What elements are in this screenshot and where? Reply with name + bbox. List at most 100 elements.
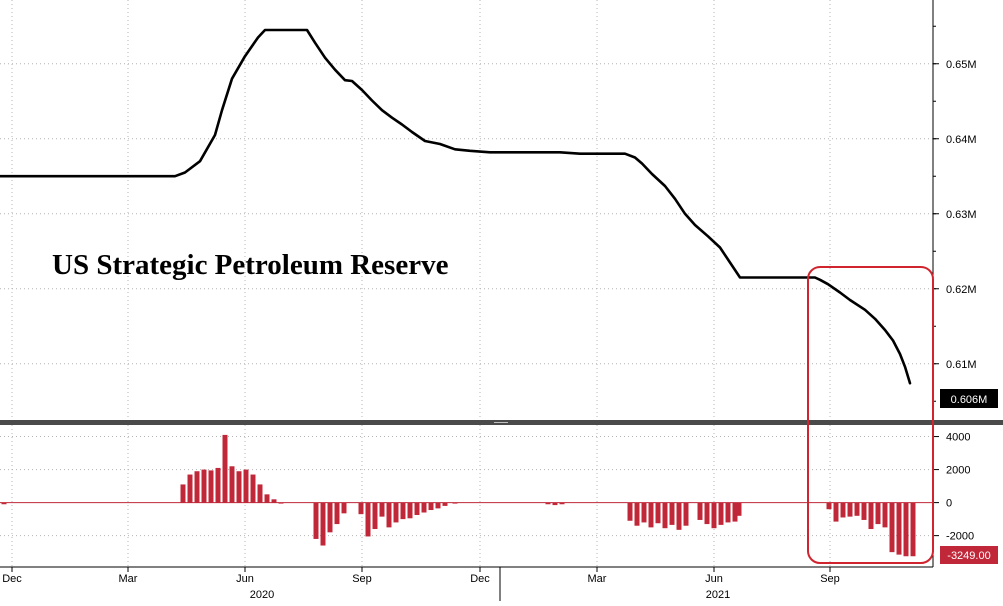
bar: [320, 502, 326, 546]
top-y-axis: 0.61M 0.62M 0.63M 0.64M 0.65M: [933, 25, 977, 402]
bar: [861, 502, 867, 520]
chart-title: US Strategic Petroleum Reserve: [52, 249, 449, 281]
bar: [236, 471, 242, 503]
bar: [278, 502, 284, 504]
bar: [365, 502, 371, 537]
bar: [662, 502, 668, 529]
bar: [187, 474, 193, 503]
bar: [250, 474, 256, 503]
bottom-last-value-label: -3249.00: [947, 550, 990, 562]
bar: [552, 502, 558, 506]
bar: [414, 502, 420, 515]
bar: [826, 502, 832, 510]
top-y-tick-label: 0.64M: [946, 134, 977, 146]
bar: [386, 502, 392, 528]
bottom-y-tick-label: 0: [946, 498, 952, 510]
bar: [725, 502, 731, 523]
bar: [379, 502, 385, 517]
spr-level-line: [0, 28, 912, 385]
bar: [655, 502, 661, 524]
x-tick-label: Sep: [820, 573, 840, 585]
bar: [400, 502, 406, 520]
bar: [421, 502, 427, 513]
bar: [442, 502, 448, 506]
bar: [648, 502, 654, 528]
bar: [341, 502, 347, 514]
bar: [627, 502, 633, 521]
top-last-value-tag: 0.606M: [940, 389, 998, 408]
bar: [711, 502, 717, 529]
bar: [393, 502, 399, 523]
bar: [229, 466, 235, 503]
bar: [257, 484, 263, 503]
bar: [215, 467, 221, 503]
bar: [903, 502, 909, 557]
bar: [372, 502, 378, 530]
bar: [208, 470, 214, 503]
bar: [435, 502, 441, 509]
x-tick-label: Dec: [2, 573, 22, 585]
x-tick-label: Dec: [470, 573, 490, 585]
bar: [910, 502, 916, 557]
bar: [545, 502, 551, 505]
bar: [882, 502, 888, 528]
bar: [264, 494, 270, 503]
highlight-box: [807, 266, 934, 564]
bar: [327, 502, 333, 533]
bottom-y-tick-label: 4000: [946, 432, 970, 444]
bar: [641, 502, 647, 523]
bar: [736, 502, 742, 516]
bar: [334, 502, 340, 525]
bar: [243, 469, 249, 503]
bottom-y-tick-label: -2000: [946, 531, 974, 543]
x-tick-label: Jun: [236, 573, 254, 585]
bar: [896, 502, 902, 555]
bar: [634, 502, 640, 526]
top-y-tick-label: 0.63M: [946, 209, 977, 221]
bar: [683, 502, 689, 526]
bar: [676, 502, 682, 530]
bar: [704, 502, 710, 525]
x-year-label: 2020: [250, 589, 274, 601]
bar: [1, 502, 7, 505]
bar: [669, 502, 675, 525]
bottom-last-value-tag-bg: [940, 546, 998, 564]
bottom-y-axis: -2000 0 2000 4000: [933, 432, 974, 543]
x-tick-label: Mar: [588, 573, 607, 585]
bar: [271, 499, 277, 503]
bar: [194, 471, 200, 503]
bar: [868, 502, 874, 530]
bar: [559, 502, 565, 505]
x-year-label: 2021: [706, 589, 730, 601]
top-last-value-label: 0.606M: [951, 394, 988, 406]
bar: [452, 502, 458, 504]
bar: [875, 502, 881, 525]
bar: [847, 502, 853, 517]
top-y-tick-label: 0.62M: [946, 284, 977, 296]
bar: [854, 502, 860, 516]
bar-series: [1, 434, 916, 557]
bar: [180, 484, 186, 503]
top-last-value-tag-bg: [940, 389, 998, 408]
bar: [889, 502, 895, 553]
bar: [428, 502, 434, 511]
bar: [222, 434, 228, 503]
bottom-last-value-tag: -3249.00: [940, 546, 998, 564]
x-tick-label: Sep: [352, 573, 372, 585]
bar: [313, 502, 319, 539]
top-y-tick-label: 0.65M: [946, 59, 977, 71]
bar: [697, 502, 703, 520]
bar: [718, 502, 724, 525]
bar: [358, 502, 364, 515]
bar: [201, 469, 207, 503]
x-axis: Dec Mar Jun Sep Dec Mar Jun Sep 2020 2021: [2, 567, 840, 601]
bar: [407, 502, 413, 519]
bottom-y-tick-label: 2000: [946, 465, 970, 477]
bar: [732, 502, 738, 522]
x-tick-label: Jun: [705, 573, 723, 585]
x-tick-label: Mar: [119, 573, 138, 585]
top-y-tick-label: 0.61M: [946, 359, 977, 371]
